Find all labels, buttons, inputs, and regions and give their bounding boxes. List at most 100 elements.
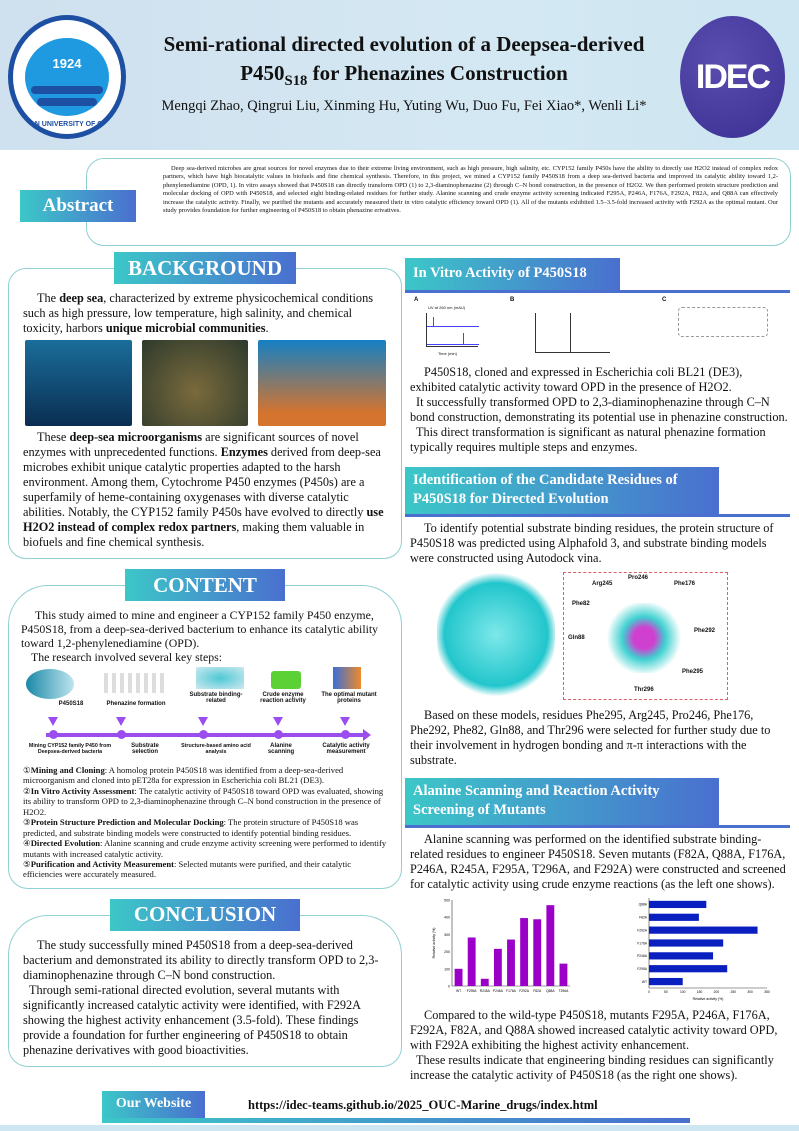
flow-bottom-labels: Mining CYP152 family P450 from Deepsea-d… bbox=[21, 743, 391, 765]
residue-label: Phe176 bbox=[674, 580, 696, 587]
conclusion-box: The study successfully mined P450S18 fro… bbox=[8, 914, 402, 1067]
idec-logo: IDEC bbox=[680, 16, 785, 138]
alanine-p1: Alanine scanning was performed on the id… bbox=[410, 831, 786, 891]
bar-F176A bbox=[649, 939, 724, 947]
bar-F82A bbox=[533, 919, 542, 986]
crude-activity-bar-chart: 0 100 200 300 400 500 Relative activity (%) WT F… bbox=[432, 898, 570, 993]
bar-F292A bbox=[649, 926, 758, 934]
purified-activity-hbar-chart: 0 50 100 150 200 250 300 350 Relative activity (… bbox=[637, 897, 770, 1001]
bar-WT bbox=[649, 977, 683, 985]
background-images bbox=[25, 340, 391, 426]
docking-figure: Arg245 Pro246 Phe176 Phe82 Gln88 Phe292 … bbox=[405, 570, 791, 704]
background-box: The deep sea, characterized by extreme p… bbox=[8, 268, 402, 559]
flow-top-label: Crude enzyme reaction activity bbox=[260, 691, 306, 704]
right-column: In Vitro Activity of P450S18 A B C UV at… bbox=[405, 252, 791, 1083]
invitro-p2: It successfully transformed OPD to 2,3-d… bbox=[410, 394, 788, 424]
down-arrow-icon bbox=[48, 716, 58, 726]
x-tick-label: T296A bbox=[559, 989, 570, 993]
bar-P246A bbox=[649, 952, 714, 960]
down-arrow-icon bbox=[198, 716, 208, 726]
ouc-logo: 1924 OCEAN UNIVERSITY OF CHINA bbox=[8, 15, 126, 139]
x-tick-label: P246A bbox=[493, 989, 504, 993]
flow-top-label: P450S18 bbox=[58, 700, 84, 707]
flow-bottom-label: Catalytic activity measurement bbox=[322, 742, 370, 755]
step-4: ④Directed Evolution: Alanine scanning an… bbox=[23, 838, 387, 859]
timeline-dot bbox=[274, 729, 283, 739]
content-heading: CONTENT bbox=[125, 569, 285, 601]
timeline-dot bbox=[117, 729, 126, 739]
coral-reef-image bbox=[258, 340, 386, 426]
timeline-dot bbox=[49, 729, 58, 739]
timeline-dot bbox=[341, 729, 350, 739]
background-p2: These deep-sea microorganisms are signif… bbox=[23, 430, 384, 549]
website-label: Our Website bbox=[102, 1090, 205, 1118]
ms-plot bbox=[535, 312, 610, 353]
identification-heading: Identification of the Candidate Residues… bbox=[405, 466, 719, 514]
y-tick-label: 400 bbox=[444, 916, 450, 920]
residue-label: Arg245 bbox=[592, 580, 613, 587]
abstract-label: Abstract bbox=[20, 190, 136, 222]
logo-text: OCEAN UNIVERSITY OF CHINA bbox=[14, 121, 120, 128]
protein-image bbox=[196, 666, 244, 689]
bar-WT bbox=[454, 968, 463, 986]
content-steps: ①Mining and Cloning: A homolog protein P… bbox=[21, 765, 389, 880]
x-tick-label: 350 bbox=[764, 990, 770, 994]
residue-label: Phe292 bbox=[694, 627, 716, 634]
x-tick-label: R245A bbox=[480, 989, 491, 993]
alanine-p3: These results indicate that engineering … bbox=[410, 1052, 774, 1082]
y-tick-label: P246A bbox=[637, 954, 648, 958]
content-intro2: The research involved several key steps: bbox=[31, 650, 222, 665]
bar-Q88A bbox=[649, 900, 707, 908]
logo-year: 1924 bbox=[52, 56, 82, 71]
protein-structure-image bbox=[437, 571, 555, 697]
invitro-heading: In Vitro Activity of P450S18 bbox=[405, 258, 620, 290]
website-link[interactable]: https://idec-teams.github.io/2025_OUC-Ma… bbox=[248, 1097, 598, 1112]
step-2: ②In Vitro Activity Assessment: The catal… bbox=[23, 785, 384, 817]
step-5: ⑤Purification and Activity Measurement: … bbox=[23, 858, 352, 880]
x-tick-label: 200 bbox=[714, 990, 720, 994]
residue-label: Thr296 bbox=[634, 686, 654, 693]
x-tick-label: F176A bbox=[506, 989, 517, 993]
invitro-figure: A B C UV at 260 nm (mAU) Time (min) bbox=[410, 293, 790, 361]
y-tick-label: F292A bbox=[637, 928, 648, 932]
bar-F295A bbox=[649, 964, 728, 973]
binding-site-inset: Arg245 Pro246 Phe176 Phe82 Gln88 Phe292 … bbox=[563, 571, 728, 700]
website-bar: Our Website https://idec-teams.github.io… bbox=[102, 1090, 690, 1123]
bar-Q88A bbox=[546, 904, 555, 986]
bar-F176A bbox=[507, 939, 515, 986]
x-tick-label: WT bbox=[456, 989, 461, 993]
y-axis-label: Relative activity (%) bbox=[432, 927, 436, 958]
footer-band bbox=[0, 1125, 799, 1131]
x-tick-label: F82A bbox=[533, 989, 542, 993]
x-tick-label: 50 bbox=[664, 990, 668, 994]
poster-header bbox=[0, 0, 799, 150]
flow-top-label: Phenazine formation bbox=[106, 700, 166, 707]
flow-top-label: Substrate binding-related bbox=[189, 691, 243, 704]
y-tick-label: 500 bbox=[444, 898, 450, 902]
y-tick-label: 100 bbox=[444, 967, 450, 971]
panel-a-title: UV at 260 nm (mAU) bbox=[428, 304, 466, 310]
flow-bottom-label: Substrate selection bbox=[131, 742, 159, 755]
content-box: This study aimed to mine and engineer a … bbox=[8, 585, 402, 889]
invitro-text: P450S18, cloned and expressed in Escheri… bbox=[405, 361, 791, 455]
conclusion-p1: The study successfully mined P450S18 fro… bbox=[23, 937, 379, 982]
x-tick-label: 0 bbox=[648, 990, 650, 994]
invitro-rule bbox=[405, 289, 790, 293]
alanine-p2: Compared to the wild-type P450S18, mutan… bbox=[410, 1007, 778, 1052]
seafloor-image bbox=[142, 340, 248, 426]
title-line1: Semi-rational directed evolution of a De… bbox=[163, 32, 645, 56]
p450-image bbox=[26, 668, 74, 699]
alanine-charts: 0 100 200 300 400 500 Relative activity (%) WT F… bbox=[405, 896, 791, 1004]
x-tick-label: 100 bbox=[680, 990, 686, 994]
residue-label: Phe82 bbox=[572, 600, 590, 607]
identification-p2: Based on these models, residues Phe295, … bbox=[410, 707, 771, 767]
down-arrow-icon bbox=[273, 716, 283, 726]
flow-bottom-label: Structure-based amino acid analysis bbox=[181, 742, 251, 755]
bar-F82A bbox=[649, 913, 699, 921]
conclusion-heading: CONCLUSION bbox=[110, 898, 300, 931]
x-tick-label: 150 bbox=[697, 990, 703, 994]
panel-label-c: C bbox=[662, 296, 667, 303]
x-tick-label: 250 bbox=[731, 990, 737, 994]
title-line2: P450S18 for Phenazines Construction bbox=[240, 61, 568, 90]
y-tick-label: WT bbox=[642, 980, 647, 984]
